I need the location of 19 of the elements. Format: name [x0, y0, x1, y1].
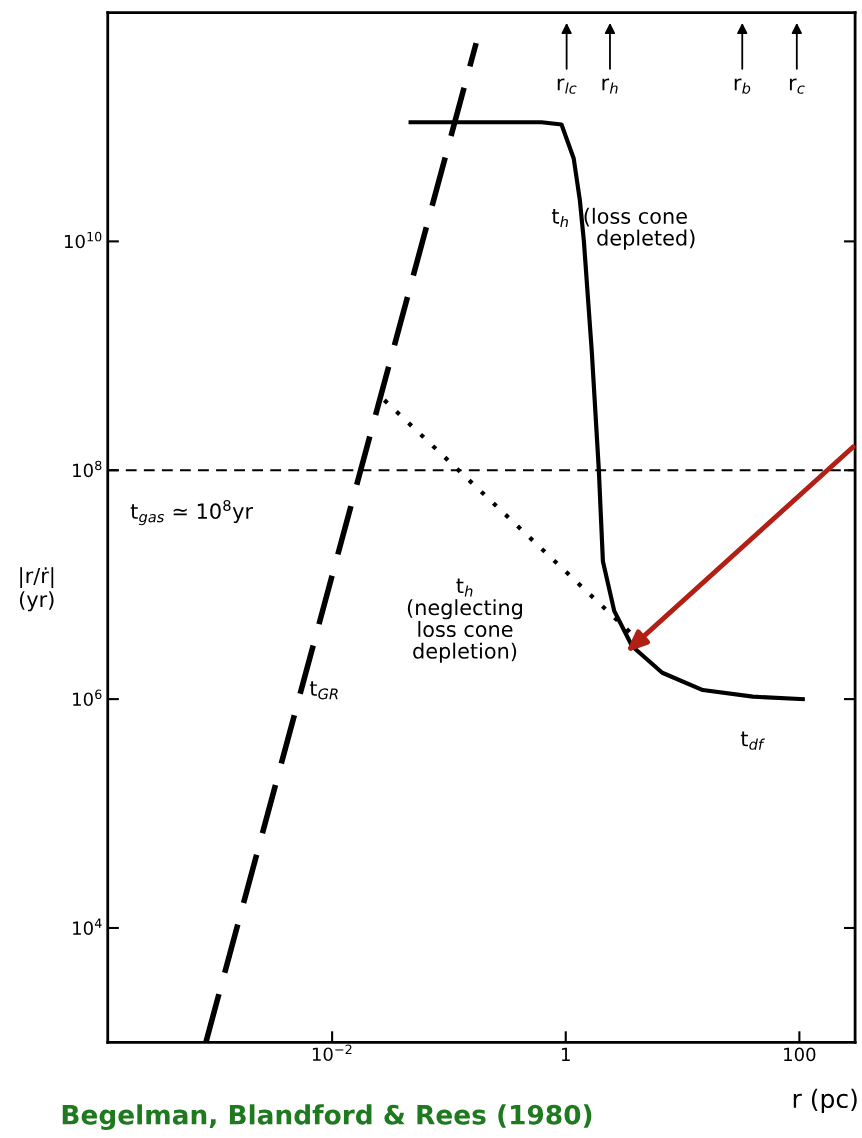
annotation: t$_{h}$ (neglecting loss cone depletion)	[407, 578, 522, 663]
text: Begelman, Blandford & Rees (1980)	[62, 1104, 592, 1131]
y-tick-label: 10$^{10}$	[64, 231, 102, 249]
annotation: r$_{lc}$	[557, 78, 577, 94]
y-axis-title: |r/ṙ| (yr)	[19, 567, 54, 612]
ref-line-label: t$_{gas}$ ≃ 10$^{8}$yr	[130, 499, 254, 526]
y-tick-label: 10$^{6}$	[73, 689, 102, 707]
annotation: t$_{df}$	[740, 731, 765, 750]
x-tick-label: 100	[784, 1047, 816, 1062]
y-tick-label: 10$^{4}$	[73, 918, 102, 935]
y-tick-label: 10$^{8}$	[73, 460, 102, 478]
x-tick-label: 10$^{−2}$	[312, 1044, 352, 1062]
annotation: t$_{GR}$	[309, 681, 338, 700]
x-axis-title: r (pc)	[793, 1088, 857, 1113]
annotation: r$_{h}$	[602, 78, 618, 94]
annotation: t$_{h}$ (loss cone depleted)	[551, 207, 695, 250]
x-tick-label: 1	[561, 1047, 570, 1061]
annotation: r$_{b}$	[734, 78, 751, 94]
annotation: r$_{c}$	[789, 78, 805, 94]
